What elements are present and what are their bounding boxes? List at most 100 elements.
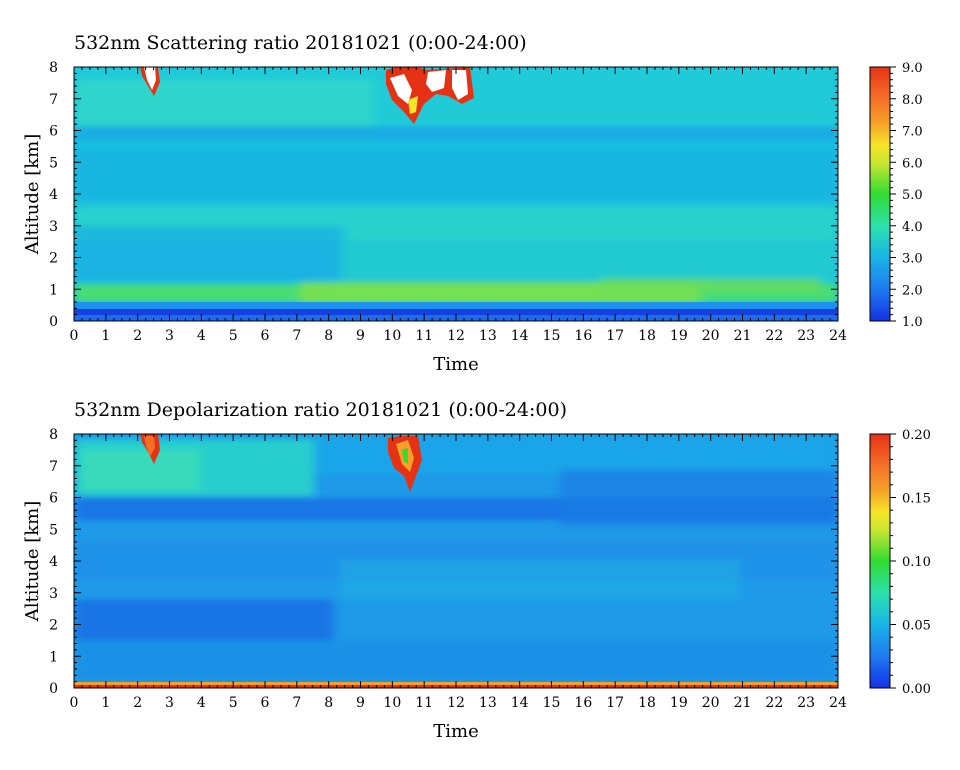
x-tick-label: 6 — [261, 328, 270, 344]
colorbar-tick-label: 3.0 — [902, 252, 923, 267]
x-tick-label: 21 — [734, 695, 752, 711]
colorbar-tick-label: 2.0 — [902, 283, 923, 298]
y-tick-label: 8 — [49, 60, 58, 76]
x-tick-label: 22 — [765, 328, 783, 344]
x-tick-label: 17 — [606, 695, 624, 711]
x-tick-label: 20 — [702, 695, 720, 711]
x-tick-label: 8 — [324, 695, 333, 711]
cloud-feature — [388, 436, 422, 492]
x-tick-label: 19 — [670, 695, 688, 711]
panel-title: 532nm Scattering ratio 20181021 (0:00-24… — [74, 32, 527, 54]
x-tick-label: 7 — [292, 328, 301, 344]
x-tick-label: 17 — [606, 328, 624, 344]
x-tick-label: 4 — [197, 328, 206, 344]
y-tick-label: 6 — [49, 124, 58, 140]
y-tick-label: 6 — [49, 491, 58, 507]
cloud-feature — [140, 67, 160, 96]
tick-marks — [73, 433, 839, 689]
colorbar-tick-label: 0.00 — [902, 682, 931, 697]
x-axis-label: Time — [433, 354, 478, 375]
x-tick-label: 16 — [574, 328, 592, 344]
colorbar-tick-label: 7.0 — [902, 125, 923, 140]
x-tick-labels: 0 1 2 3 4 5 6 7 8 9 10 11 12 13 14 15 16 17 18 19 20 21 22 23 24 — [70, 695, 847, 711]
x-tick-label: 7 — [292, 695, 301, 711]
x-tick-label: 20 — [702, 328, 720, 344]
colorbar-tick-label: 9.0 — [902, 61, 923, 76]
x-tick-label: 24 — [829, 695, 847, 711]
colorbar-tick-marks — [890, 66, 896, 322]
colorbar-tick-label: 0.05 — [902, 619, 931, 634]
y-tick-label: 0 — [49, 314, 58, 330]
y-tick-label: 0 — [49, 681, 58, 697]
depolarization-ratio-panel: 532nm Depolarization ratio 20181021 (0:0… — [22, 399, 931, 742]
x-tick-label: 1 — [101, 328, 110, 344]
heatmap-field — [74, 67, 838, 321]
x-tick-label: 13 — [479, 695, 497, 711]
x-tick-label: 23 — [797, 695, 815, 711]
x-tick-label: 0 — [70, 695, 79, 711]
x-tick-label: 15 — [543, 328, 561, 344]
y-tick-labels: 0 1 2 3 4 5 6 7 8 — [49, 427, 58, 697]
x-tick-label: 21 — [734, 328, 752, 344]
y-tick-labels: 0 1 2 3 4 5 6 7 8 — [49, 60, 58, 330]
colorbar-tick-label: 6.0 — [902, 156, 923, 171]
colorbar-gradient — [869, 433, 891, 689]
y-tick-label: 8 — [49, 427, 58, 443]
x-tick-label: 10 — [383, 695, 401, 711]
x-tick-label: 14 — [511, 328, 529, 344]
y-tick-label: 1 — [49, 282, 58, 298]
x-tick-label: 3 — [165, 695, 174, 711]
colorbar-tick-label: 4.0 — [902, 220, 923, 235]
y-tick-label: 4 — [49, 187, 58, 203]
y-tick-label: 7 — [49, 459, 58, 475]
x-tick-label: 16 — [574, 695, 592, 711]
x-tick-label: 2 — [133, 328, 142, 344]
cloud-feature — [386, 67, 474, 124]
x-tick-label: 12 — [447, 695, 465, 711]
x-tick-label: 3 — [165, 328, 174, 344]
x-tick-label: 13 — [479, 328, 497, 344]
y-tick-label: 3 — [49, 586, 58, 602]
colorbar-tick-label: 0.20 — [902, 428, 931, 443]
colorbar-tick-label: 1.0 — [902, 315, 923, 330]
colorbar-tick-label: 0.10 — [902, 555, 931, 570]
colorbar: 1.0 2.0 3.0 4.0 5.0 6.0 7.0 8.0 9.0 — [869, 61, 923, 330]
colorbar-tick-label: 5.0 — [902, 188, 923, 203]
x-tick-label: 10 — [383, 328, 401, 344]
x-tick-label: 2 — [133, 695, 142, 711]
y-tick-label: 5 — [49, 155, 58, 171]
x-tick-label: 12 — [447, 328, 465, 344]
x-axis-label: Time — [433, 721, 478, 742]
colorbar-tick-label: 0.15 — [902, 492, 931, 507]
x-tick-label: 1 — [101, 695, 110, 711]
x-tick-label: 24 — [829, 328, 847, 344]
y-axis-label: Altitude [km] — [22, 501, 43, 623]
y-tick-label: 7 — [49, 92, 58, 108]
panel-title: 532nm Depolarization ratio 20181021 (0:0… — [74, 399, 567, 421]
colorbar-tick-marks — [890, 433, 896, 689]
x-tick-label: 14 — [511, 695, 529, 711]
colorbar-tick-labels: 1.0 2.0 3.0 4.0 5.0 6.0 7.0 8.0 9.0 — [902, 61, 923, 330]
x-tick-label: 11 — [415, 695, 433, 711]
y-tick-label: 1 — [49, 649, 58, 665]
x-tick-label: 6 — [261, 695, 270, 711]
x-tick-label: 5 — [229, 328, 238, 344]
y-tick-label: 2 — [49, 618, 58, 634]
colorbar-gradient — [869, 66, 891, 322]
x-tick-label: 9 — [356, 695, 365, 711]
x-tick-label: 23 — [797, 328, 815, 344]
cloud-feature — [140, 434, 160, 464]
x-tick-label: 4 — [197, 695, 206, 711]
y-axis-label: Altitude [km] — [22, 134, 43, 256]
x-tick-label: 18 — [638, 328, 656, 344]
y-tick-label: 2 — [49, 251, 58, 267]
colorbar-tick-label: 8.0 — [902, 93, 923, 108]
scattering-ratio-panel: 532nm Scattering ratio 20181021 (0:00-24… — [22, 32, 923, 375]
x-tick-label: 11 — [415, 328, 433, 344]
x-tick-label: 8 — [324, 328, 333, 344]
x-tick-labels: 0 1 2 3 4 5 6 7 8 9 10 11 12 13 14 15 16 17 18 19 20 21 22 23 24 — [70, 328, 847, 344]
x-tick-label: 0 — [70, 328, 79, 344]
x-tick-label: 15 — [543, 695, 561, 711]
heatmap-field — [74, 434, 838, 688]
